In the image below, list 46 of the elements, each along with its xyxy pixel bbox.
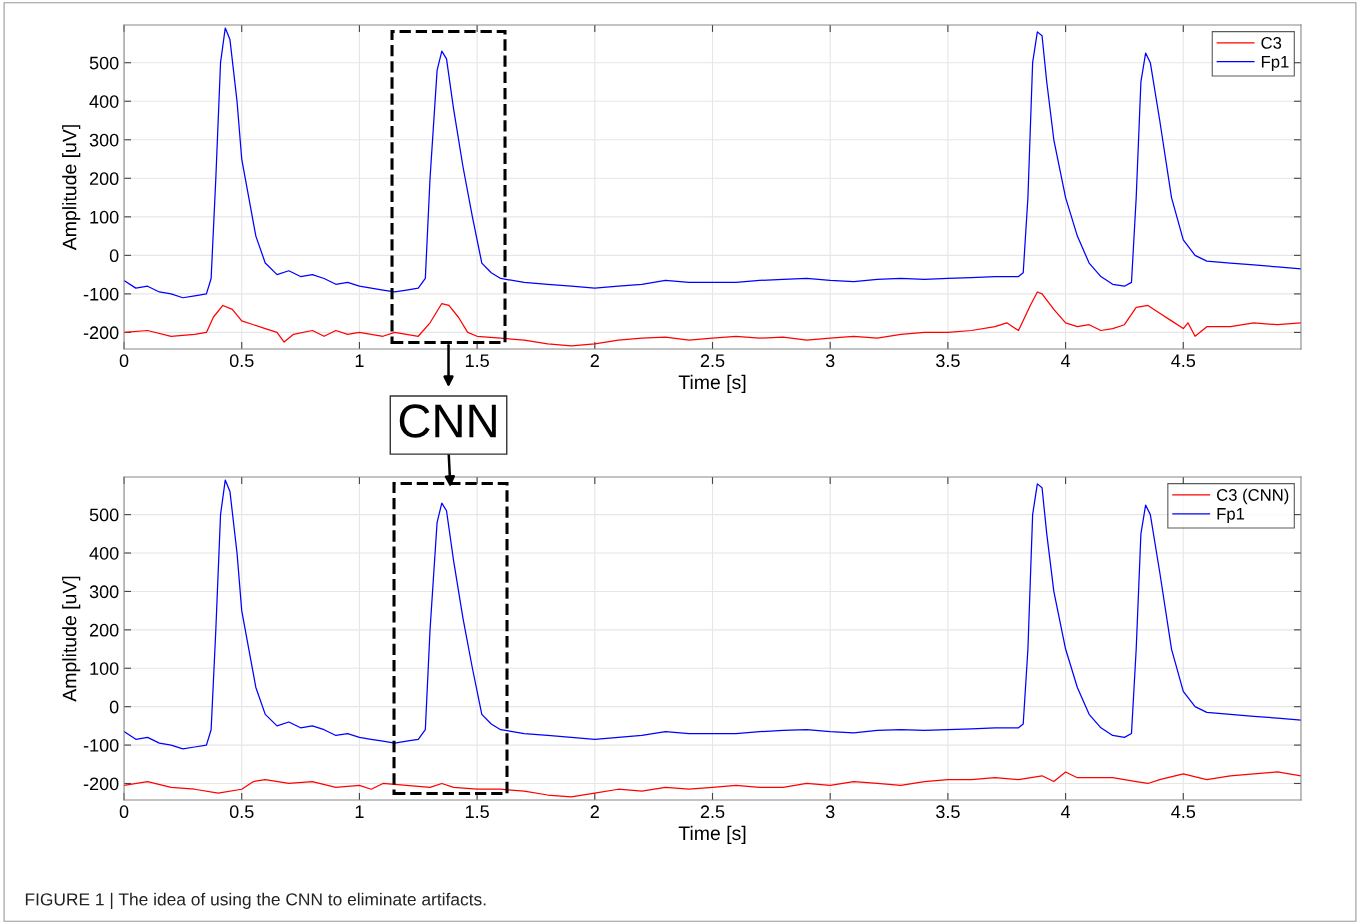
x-tick-label: 1 [355,354,364,367]
x-tick-label: 4 [1060,805,1071,818]
caption: FIGURE 1 | The idea of using the CNN to eliminate artifacts. [25,892,486,910]
y-tick-label: 400 [89,546,119,560]
legend-label: C3 [1261,37,1282,49]
y-tick-label: 400 [89,95,119,108]
y-tick-label: -200 [83,326,119,340]
x-tick-label: 0 [119,805,129,819]
x-tick-label: 4.5 [1171,354,1196,368]
legend-label: C3 (CNN) [1217,488,1289,505]
y-tick-label: -100 [83,287,119,301]
x-axis-title: Time [s] [678,374,746,393]
x-tick-label: 2 [590,805,599,818]
y-tick-label: 500 [89,508,119,522]
x-tick-label: 3.5 [936,805,960,819]
y-tick-label: 500 [89,56,119,70]
y-tick-label: 100 [90,662,119,675]
y-axis-title: Amplitude [uV] [62,125,81,251]
x-tick-label: 2.5 [700,354,725,368]
y-tick-label: 300 [89,585,119,599]
y-tick-label: -200 [83,777,119,791]
y-axis-title: Amplitude [uV] [62,576,81,702]
x-tick-label: 2 [590,354,599,367]
x-tick-label: 1.5 [465,805,489,819]
x-tick-label: 1.5 [465,354,489,368]
legend-label: Fp1 [1217,508,1245,524]
y-tick-label: 200 [89,172,119,186]
x-tick-label: 4.5 [1171,805,1196,819]
x-tick-label: 3 [825,354,835,368]
x-tick-label: 3.5 [936,354,960,368]
x-tick-label: 1 [355,805,364,818]
y-tick-label: 0 [109,700,119,714]
y-tick-label: 200 [89,623,119,637]
x-tick-label: 3 [825,805,835,819]
y-tick-label: 100 [90,210,119,224]
text: CNN [399,404,496,438]
x-tick-label: 2.5 [700,805,725,819]
x-axis-title: Time [s] [678,825,746,844]
y-tick-label: -100 [83,739,119,752]
y-tick-label: 300 [89,133,119,147]
x-tick-label: 0 [119,354,129,368]
legend-label: Fp1 [1261,56,1289,72]
x-tick-label: 4 [1060,354,1071,367]
x-tick-label: 0.5 [229,805,254,819]
x-tick-label: 0.5 [229,354,254,368]
y-tick-label: 0 [109,249,119,263]
